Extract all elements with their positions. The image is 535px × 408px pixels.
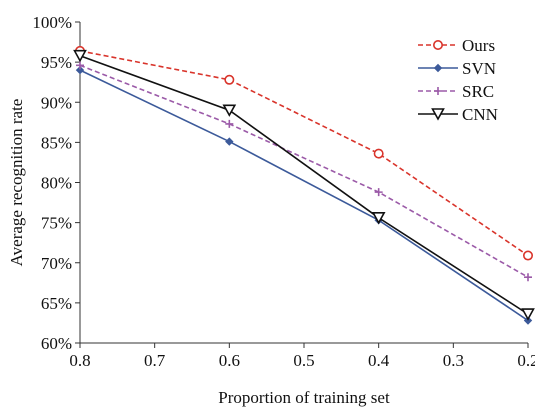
y-tick-label: 90% [41,93,72,112]
series-cnn [73,49,535,321]
legend-item-ours: Ours [418,36,495,55]
x-tick-label: 0.7 [144,351,166,370]
data-point-src [524,273,532,282]
y-tick-label: 70% [41,254,72,273]
data-point-cnn [73,49,87,63]
legend-item-svn: SVN [418,59,496,78]
data-point-ours [224,74,235,85]
series-line-svn [79,69,529,322]
data-point-src [374,188,383,197]
series-line-src [79,64,529,278]
y-tick-label: 80% [41,174,72,193]
axes [79,22,528,344]
legend-label: Ours [462,36,495,55]
legend-label: CNN [462,105,498,124]
x-tick-label: 0.6 [219,351,240,370]
legend-marker [433,63,443,73]
data-point-svn [75,65,85,75]
y-tick-labels: 60% 65% 70% 75% 80% 85% 90% 95% 100% [32,13,80,353]
data-point-src [76,61,84,70]
data-point-ours [522,250,533,261]
y-tick-label: 95% [41,53,72,72]
y-tick-label: 60% [41,334,72,353]
data-point-cnn [521,308,535,321]
legend-marker [431,108,445,121]
series-group [73,45,535,325]
x-axis-title: Proportion of training set [218,388,390,407]
y-tick-label: 100% [32,13,72,32]
legend-label: SRC [462,82,494,101]
x-tick-label: 0.5 [293,351,314,370]
series-src [76,61,532,282]
x-tick-label: 0.3 [443,351,464,370]
legend-item-cnn: CNN [418,105,498,124]
x-tick-label: 0.4 [368,351,390,370]
legend-item-src: SRC [418,82,494,101]
data-point-src [225,119,234,128]
x-tick-label: 0.2 [517,351,535,370]
data-point-svn [225,137,234,146]
legend-label: SVN [462,59,496,78]
series-line-cnn [79,54,529,315]
y-tick-label: 75% [41,214,72,233]
data-point-cnn [222,104,237,117]
legend-marker [432,39,443,50]
y-axis-title: Average recognition rate [7,99,26,267]
legend: Ours SVN SRC CNN [418,36,498,124]
series-line-ours [79,50,529,257]
data-point-ours [373,148,384,159]
y-tick-label: 85% [41,133,72,152]
x-tick-label: 0.8 [69,351,90,370]
y-tick-label: 65% [41,294,72,313]
legend-marker [434,87,442,95]
data-point-cnn [371,212,386,225]
x-tick-labels: 0.8 0.7 0.6 0.5 0.4 0.3 0.2 [69,343,535,370]
